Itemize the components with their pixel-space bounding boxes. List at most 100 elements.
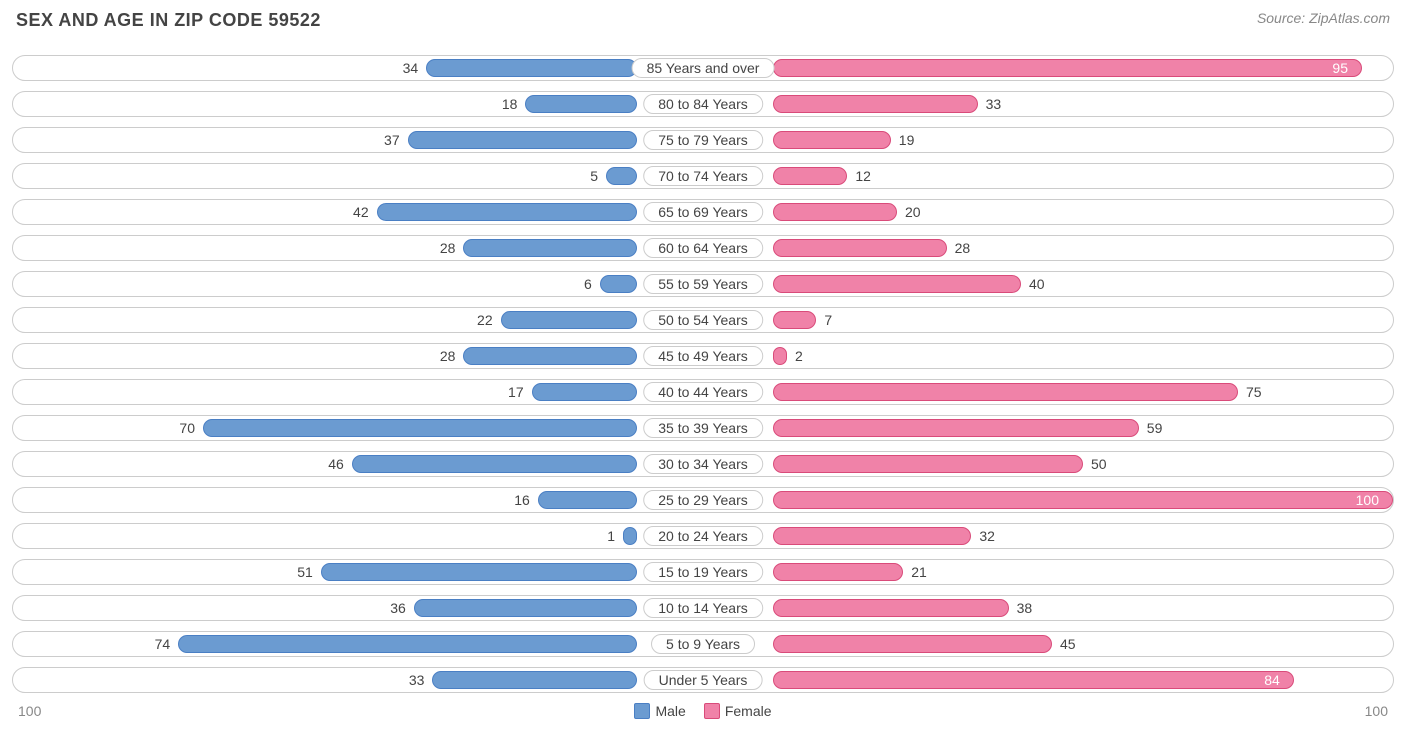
age-group-label: 70 to 74 Years — [643, 166, 763, 186]
population-pyramid-chart: 85 Years and over349580 to 84 Years18337… — [12, 55, 1394, 693]
age-group-label: 65 to 69 Years — [643, 202, 763, 222]
axis-right-label: 100 — [1365, 703, 1388, 719]
legend-male: Male — [634, 703, 685, 719]
male-half: 28 — [17, 344, 637, 368]
female-bar — [773, 383, 1238, 401]
pyramid-row: Under 5 Years 33 84 — [12, 667, 1394, 693]
male-half: 36 — [17, 596, 637, 620]
male-half: 5 — [17, 164, 637, 188]
male-bar — [408, 131, 637, 149]
male-bar — [525, 95, 637, 113]
age-group-label: 55 to 59 Years — [643, 274, 763, 294]
pyramid-row: 25 to 29 Years 16 100 — [12, 487, 1394, 513]
female-value: 95 — [1324, 60, 1356, 76]
male-half: 46 — [17, 452, 637, 476]
male-bar — [432, 671, 637, 689]
male-bar — [538, 491, 637, 509]
female-half: 12 — [773, 164, 1393, 188]
female-half: 59 — [773, 416, 1393, 440]
female-value: 100 — [1348, 492, 1387, 508]
pyramid-row: 50 to 54 Years227 — [12, 307, 1394, 333]
female-half: 75 — [773, 380, 1393, 404]
male-half: 33 — [17, 668, 637, 692]
legend-female: Female — [704, 703, 772, 719]
male-value: 34 — [395, 60, 427, 76]
male-value: 36 — [382, 600, 414, 616]
female-half: 19 — [773, 128, 1393, 152]
female-value: 28 — [947, 240, 979, 256]
chart-title: SEX AND AGE IN ZIP CODE 59522 — [16, 10, 321, 31]
male-bar — [532, 383, 637, 401]
age-group-label: 30 to 34 Years — [643, 454, 763, 474]
pyramid-row: 80 to 84 Years1833 — [12, 91, 1394, 117]
female-half: 33 — [773, 92, 1393, 116]
male-bar — [463, 239, 637, 257]
female-bar — [773, 491, 1393, 509]
male-half: 74 — [17, 632, 637, 656]
legend-male-label: Male — [655, 703, 685, 719]
female-half: 100 — [773, 488, 1393, 512]
female-value: 7 — [816, 312, 840, 328]
male-value: 18 — [494, 96, 526, 112]
male-value: 28 — [432, 240, 464, 256]
male-bar — [600, 275, 637, 293]
female-bar — [773, 347, 787, 365]
male-value: 74 — [147, 636, 179, 652]
pyramid-row: 15 to 19 Years5121 — [12, 559, 1394, 585]
female-half: 45 — [773, 632, 1393, 656]
male-half: 70 — [17, 416, 637, 440]
pyramid-row: 40 to 44 Years1775 — [12, 379, 1394, 405]
female-value: 38 — [1009, 600, 1041, 616]
female-bar — [773, 419, 1139, 437]
female-bar — [773, 563, 903, 581]
male-value: 28 — [432, 348, 464, 364]
female-bar — [773, 599, 1009, 617]
female-half: 21 — [773, 560, 1393, 584]
female-value: 2 — [787, 348, 811, 364]
chart-legend: Male Female — [634, 703, 771, 719]
female-half: 40 — [773, 272, 1393, 296]
female-half: 38 — [773, 596, 1393, 620]
male-bar — [463, 347, 637, 365]
female-half: 84 — [773, 668, 1393, 692]
age-group-label: 50 to 54 Years — [643, 310, 763, 330]
age-group-label: 5 to 9 Years — [651, 634, 755, 654]
pyramid-row: 70 to 74 Years 5 12 — [12, 163, 1394, 189]
female-half: 28 — [773, 236, 1393, 260]
male-value: 33 — [401, 672, 433, 688]
age-group-label: 85 Years and over — [632, 58, 775, 78]
pyramid-row: 20 to 24 Years132 — [12, 523, 1394, 549]
age-group-label: 15 to 19 Years — [643, 562, 763, 582]
pyramid-row: 45 to 49 Years282 — [12, 343, 1394, 369]
male-bar — [321, 563, 637, 581]
female-half: 2 — [773, 344, 1393, 368]
male-bar — [426, 59, 637, 77]
female-bar — [773, 95, 978, 113]
male-half: 16 — [17, 488, 637, 512]
female-value: 20 — [897, 204, 929, 220]
female-value: 19 — [891, 132, 923, 148]
male-half: 6 — [17, 272, 637, 296]
female-value: 84 — [1256, 672, 1288, 688]
female-half: 95 — [773, 56, 1393, 80]
female-half: 20 — [773, 200, 1393, 224]
age-group-label: 35 to 39 Years — [643, 418, 763, 438]
pyramid-row: 75 to 79 Years3719 — [12, 127, 1394, 153]
male-half: 37 — [17, 128, 637, 152]
pyramid-row: 30 to 34 Years 46 50 — [12, 451, 1394, 477]
age-group-label: 25 to 29 Years — [643, 490, 763, 510]
female-value: 12 — [847, 168, 879, 184]
chart-header: SEX AND AGE IN ZIP CODE 59522 Source: Zi… — [12, 10, 1394, 31]
male-half: 42 — [17, 200, 637, 224]
chart-source: Source: ZipAtlas.com — [1257, 10, 1390, 26]
male-bar — [377, 203, 637, 221]
male-bar — [178, 635, 637, 653]
female-bar — [773, 311, 816, 329]
female-swatch-icon — [704, 703, 720, 719]
age-group-label: Under 5 Years — [644, 670, 763, 690]
female-value: 50 — [1083, 456, 1115, 472]
female-half: 7 — [773, 308, 1393, 332]
male-half: 34 — [17, 56, 637, 80]
pyramid-row: 10 to 14 Years3638 — [12, 595, 1394, 621]
male-half: 17 — [17, 380, 637, 404]
